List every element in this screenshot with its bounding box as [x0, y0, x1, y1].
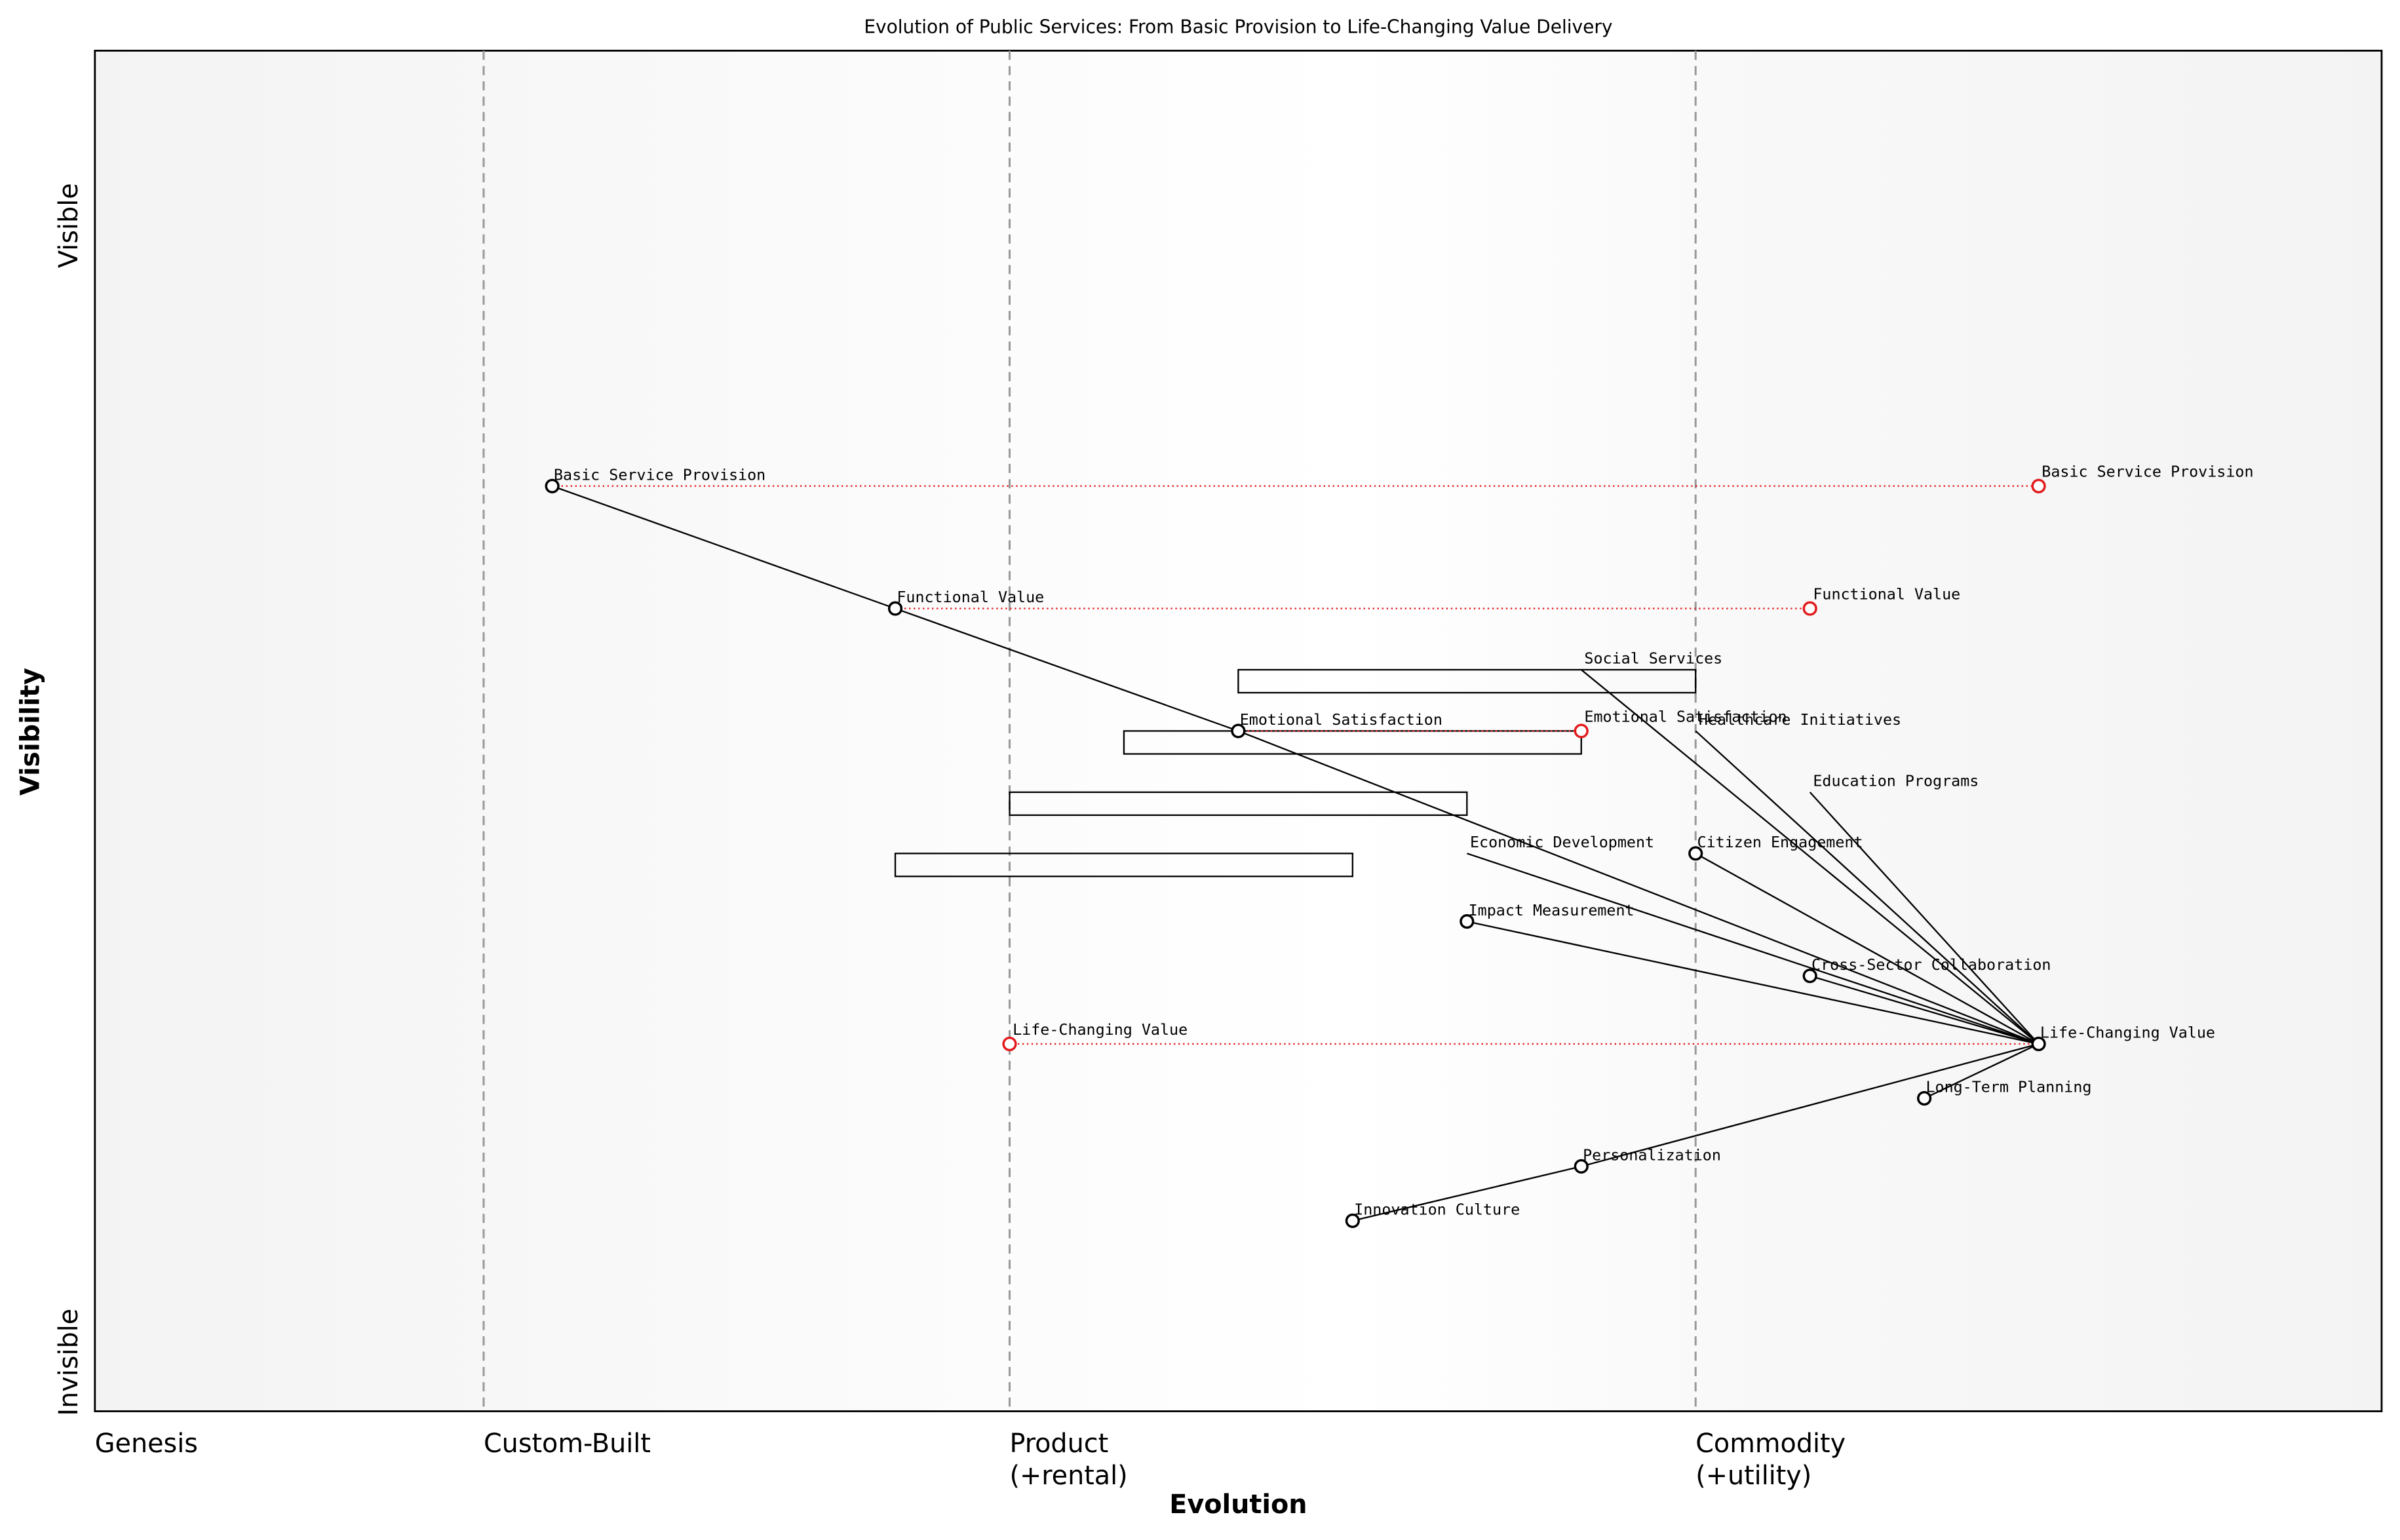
component-label: Basic Service Provision: [554, 465, 765, 484]
pipeline-label: Social Services: [1584, 649, 1722, 668]
x-tick-label: Commodity (+utility): [1695, 1428, 1846, 1490]
component: [1574, 1159, 1589, 1174]
component: [1345, 1213, 1360, 1228]
pipeline: [894, 853, 1354, 877]
link: [1695, 730, 2040, 1045]
link: [1466, 853, 2039, 1045]
evolve-marker: [2031, 478, 2046, 493]
map-layer: Genesis Custom-Built Product (+rental) Commo…: [95, 50, 2254, 1490]
link: [1352, 1165, 1582, 1222]
component-label: Citizen Engagement: [1697, 833, 1863, 851]
pipeline: [1009, 791, 1468, 817]
link: [1810, 975, 2039, 1045]
component: [887, 601, 903, 616]
visible-label: Visible: [54, 183, 84, 268]
link: [552, 485, 896, 609]
component-label: Life-Changing Value: [2040, 1024, 2215, 1042]
component: [1460, 914, 1475, 929]
component: [1688, 846, 1703, 861]
y-axis-label: Visibility: [16, 668, 46, 796]
link: [1809, 792, 2040, 1045]
component-label: Long-Term Planning: [1926, 1078, 2091, 1096]
evolve-label: Basic Service Provision: [2042, 463, 2253, 481]
pipeline: [1123, 730, 1582, 755]
evolve-marker: [1002, 1036, 1017, 1052]
link: [1237, 730, 2040, 1045]
component-label: Functional Value: [897, 588, 1044, 606]
component: [2031, 1036, 2046, 1052]
link: [1581, 669, 2040, 1045]
component-label: Emotional Satisfaction: [1240, 710, 1442, 729]
component: [1802, 969, 1817, 984]
link: [1924, 1043, 2040, 1100]
evolve-marker: [1802, 601, 1817, 616]
evolve-label: Functional Value: [1813, 585, 1960, 604]
x-tick-label-line: Genesis: [95, 1428, 198, 1458]
pipeline-label: Economic Development: [1470, 833, 1654, 851]
component: [1917, 1090, 1932, 1106]
pipeline: [1237, 668, 1697, 694]
x-tick-label: Genesis: [95, 1428, 198, 1458]
evolve-label: Emotional Satisfaction: [1584, 707, 1787, 725]
link: [1467, 920, 2039, 1045]
invisible-label: Invisible: [54, 1309, 84, 1416]
x-tick-label-line: Commodity: [1695, 1428, 1846, 1458]
x-tick-label-line: (+utility): [1695, 1460, 1811, 1490]
component-label: Personalization: [1583, 1145, 1721, 1164]
x-axis-label: Evolution: [1169, 1490, 1307, 1520]
component-label: Cross-Sector Collaboration: [1811, 955, 2051, 974]
evolve-marker: [1574, 723, 1589, 739]
component: [545, 478, 560, 493]
component-label: Impact Measurement: [1469, 901, 1635, 919]
component: [1231, 723, 1246, 739]
component-label: Innovation Culture: [1354, 1201, 1520, 1219]
pipeline-label: Education Programs: [1813, 772, 1979, 790]
x-tick-label-line: (+rental): [1009, 1460, 1127, 1490]
x-tick-label: Custom-Built: [484, 1428, 651, 1458]
x-tick-label: Product (+rental): [1009, 1428, 1127, 1490]
link: [1695, 853, 2040, 1045]
link: [895, 607, 1239, 732]
x-tick-label-line: Product: [1009, 1428, 1108, 1458]
x-tick-label-line: Custom-Built: [484, 1428, 651, 1458]
evolve-label: Life-Changing Value: [1013, 1020, 1188, 1039]
chart-title: Evolution of Public Services: From Basic…: [864, 16, 1612, 37]
pipeline-label: Healthcare Initiatives: [1699, 710, 1901, 729]
link: [1581, 1043, 2039, 1167]
